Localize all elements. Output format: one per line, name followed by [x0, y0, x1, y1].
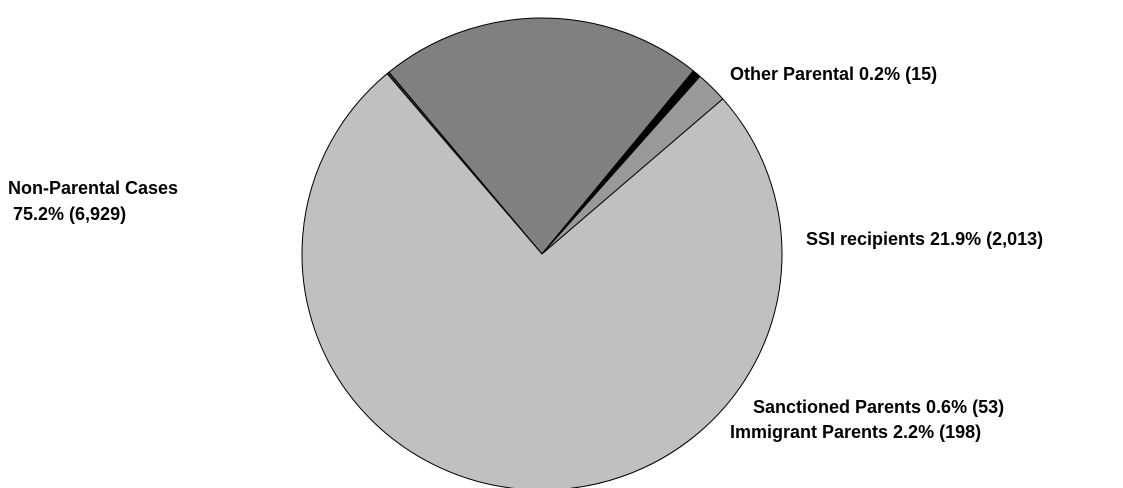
label-non-parental-cases: Non-Parental Cases [8, 178, 178, 198]
pie-slices [301, 17, 783, 488]
label-sanctioned-parents: Sanctioned Parents 0.6% (53) [753, 397, 1004, 417]
label-immigrant-parents: Immigrant Parents 2.2% (198) [730, 422, 981, 442]
pie-slice-5 [301, 73, 783, 488]
label-non-parental-percent: 75.2% (6,929) [8, 204, 126, 224]
label-other-parental: Other Parental 0.2% (15) [730, 64, 937, 84]
label-ssi-recipients: SSI recipients 21.9% (2,013) [806, 229, 1043, 249]
pie-slice-2 [388, 17, 694, 255]
